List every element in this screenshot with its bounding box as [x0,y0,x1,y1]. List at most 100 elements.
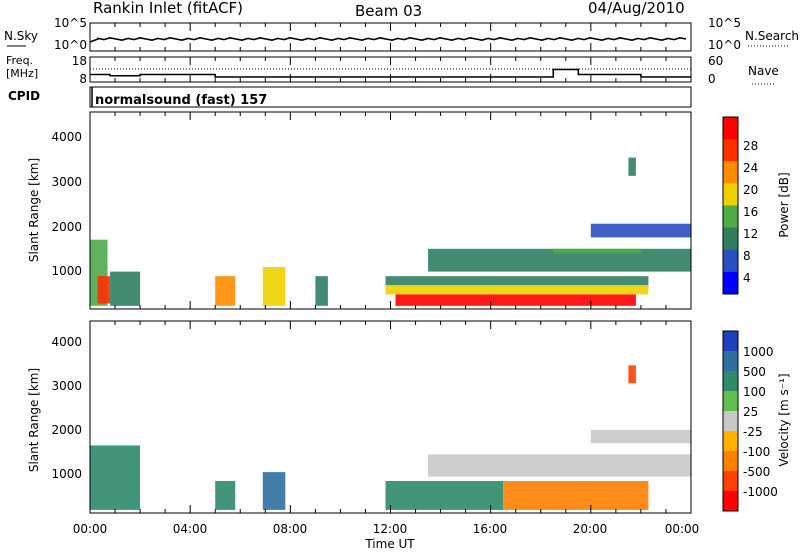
velocity-ytick-3000: 3000 [51,379,82,393]
noise-left-label: N.Sky [4,29,38,43]
vel-cbar-tick-4: -25 [743,425,763,439]
velocity-cbar-label: Velocity [m s⁻¹] [777,373,791,466]
velocity-cell-0 [90,445,141,510]
noise-left-tick-bottom: 10^0 [54,38,87,52]
nave-tick-bottom: 0 [708,72,716,86]
station-title: Rankin Inlet (fitACF) [93,0,243,17]
freq-label: Freq. [6,54,33,67]
noise-right-label: N.Search [745,29,799,43]
velocity-cell-3 [385,481,504,510]
cpid-text: normalsound (fast) 157 [95,93,267,108]
beam-title: Beam 03 [355,2,422,20]
noise-right-tick-top: 10^5 [708,16,741,30]
x-tick-marks [89,23,692,513]
velocity-ylabel: Slant Range [km] [27,368,41,472]
xtick-0400: 04:00 [173,522,208,536]
cpid-panel [89,86,692,108]
power-ytick-2000: 2000 [51,220,82,234]
vel-cbar-tick-1: 500 [743,365,766,379]
freq-tick-top: 18 [72,54,87,68]
power-cell-3 [215,276,236,306]
velocity-cbar-band-1 [723,351,738,372]
xtick-2000: 20:00 [573,522,608,536]
velocity-cell-1 [215,481,236,510]
cpid-label: CPID [8,89,40,103]
power-cell-7 [385,285,649,295]
power-cell-2 [110,271,141,306]
velocity-cell-6 [590,429,691,444]
power-cbar-band-7 [723,271,738,295]
power-cell-4 [262,267,286,306]
power-cbar-label: Power [dB] [777,172,791,237]
vel-cbar-tick-6: -500 [743,465,770,479]
noise-right-tick-bottom: 10^0 [708,38,741,52]
vel-cbar-tick-5: -100 [743,445,770,459]
freq-series [90,68,691,78]
power-cell-9 [428,248,691,272]
freq-unit-label: [MHz] [6,67,38,80]
power-cbar-band-4 [723,205,738,229]
vel-cbar-tick-2: 100 [743,385,766,399]
power-colorbar [723,117,738,295]
power-cbar-band-1 [723,139,738,162]
power-cell-10 [553,248,641,254]
power-heatmap [90,157,691,306]
power-ytick-4000: 4000 [51,130,82,144]
velocity-ytick-1000: 1000 [51,467,82,481]
power-cbar-band-2 [723,161,738,184]
velocity-cbar-band-4 [723,411,738,432]
xtick-end: 00:00 [665,522,700,536]
power-cbar-band-5 [723,227,738,251]
power-cbar-tick-12: 12 [743,227,758,241]
power-ytick-1000: 1000 [51,264,82,278]
xtick-1200: 12:00 [373,522,408,536]
power-cell-5 [315,276,328,306]
vel-cbar-tick-3: 25 [743,405,758,419]
velocity-cbar-band-6 [723,451,738,472]
velocity-cbar-band-3 [723,391,738,412]
velocity-cell-2 [262,472,286,510]
velocity-cbar-band-5 [723,431,738,452]
power-ytick-3000: 3000 [51,175,82,189]
velocity-cell-4 [503,481,649,510]
power-cbar-tick-24: 24 [743,161,758,175]
velocity-ytick-2000: 2000 [51,423,82,437]
power-cbar-tick-8: 8 [743,249,751,263]
power-cbar-tick-16: 16 [743,205,758,219]
power-ylabel: Slant Range [km] [27,158,41,262]
nave-label: Nave [748,64,779,78]
velocity-cbar-band-0 [723,331,738,352]
power-cell-12 [628,157,636,176]
power-cbar-tick-4: 4 [743,271,751,285]
velocity-heatmap [90,365,691,510]
power-cbar-band-6 [723,249,738,273]
power-cell-8 [395,294,636,306]
xaxis-label: Time UT [364,537,415,551]
velocity-cbar-band-7 [723,471,738,492]
xtick-1600: 16:00 [473,522,508,536]
velocity-cbar-band-2 [723,371,738,392]
power-colorbar-frame [722,116,739,295]
noise-sky-series [89,36,687,43]
xtick-0000: 00:00 [73,522,108,536]
velocity-cell-7 [628,365,636,384]
velocity-colorbar-frame [722,330,739,512]
xtick-0800: 08:00 [273,522,308,536]
velocity-cbar-band-8 [723,491,738,512]
velocity-cell-5 [428,454,691,477]
vel-cbar-tick-0: 1000 [743,345,774,359]
power-cell-11 [590,223,691,238]
noise-left-tick-top: 10^5 [54,16,87,30]
power-cbar-tick-28: 28 [743,139,758,153]
vel-cbar-tick-7: -1000 [743,485,778,499]
nave-tick-top: 60 [708,54,723,68]
power-cell-6 [385,276,649,286]
date-title: 04/Aug/2010 [588,0,685,17]
freq-tick-bottom: 8 [79,72,87,86]
power-cbar-band-3 [723,183,738,206]
velocity-colorbar [723,331,738,512]
velocity-ytick-4000: 4000 [51,335,82,349]
power-cell-1 [97,276,111,304]
power-cbar-tick-20: 20 [743,183,758,197]
